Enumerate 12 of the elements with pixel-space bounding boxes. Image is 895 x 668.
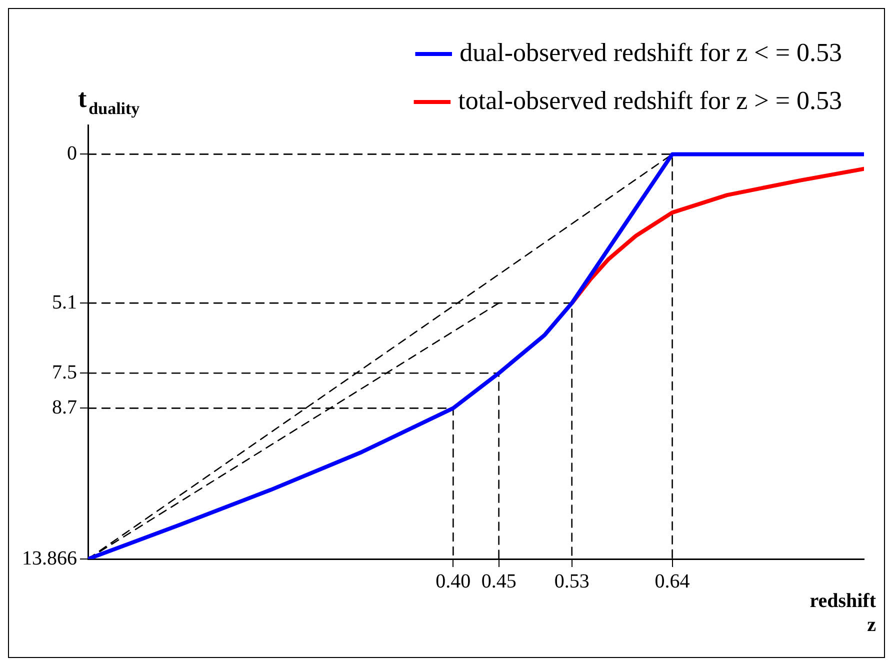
- x-axis-title: redshift z: [810, 590, 876, 636]
- y-tick-label: 0: [67, 142, 77, 164]
- y-tick-label: 7.5: [52, 361, 77, 384]
- y-tick-label: 8.7: [52, 396, 77, 418]
- x-tick-label: 0.40: [436, 570, 471, 592]
- y-tick-label: 5.1: [52, 291, 77, 314]
- legend-label: total-observed redshift for z > = 0.53: [458, 86, 842, 115]
- x-tick-label: 0.64: [654, 570, 690, 592]
- x-tick-label: 0.45: [481, 570, 516, 592]
- x-tick-label: 0.53: [554, 570, 590, 592]
- legend-label: dual-observed redshift for z < = 0.53: [460, 38, 842, 67]
- y-tick-label: 13.866: [22, 547, 77, 570]
